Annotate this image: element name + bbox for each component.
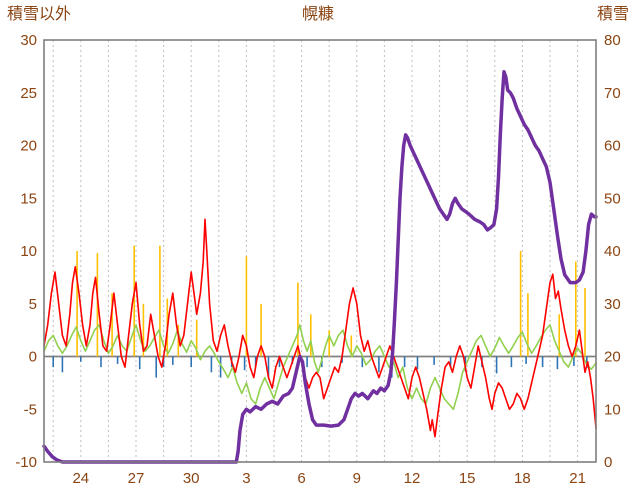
- right-tick-label: 10: [604, 401, 621, 418]
- left-tick-label: 30: [20, 32, 37, 49]
- left-tick-label: -10: [15, 454, 37, 471]
- x-tick-label: 15: [459, 470, 476, 487]
- left-axis-title: 積雪以外: [7, 6, 72, 23]
- x-axis-tick-labels: 24 27 30 3 6 9 12 15 18 21: [72, 470, 585, 487]
- left-tick-label: 10: [20, 243, 37, 260]
- gridlines: [52, 40, 579, 462]
- x-tick-label: 12: [404, 470, 421, 487]
- chart-title: 幌糠: [301, 6, 334, 23]
- x-tick-label: 6: [297, 470, 305, 487]
- left-axis-tick-labels: 30 25 20 15 10 5 0 -5 -10: [15, 32, 37, 471]
- x-tick-label: 3: [242, 470, 250, 487]
- series-snow-depth-purple: [42, 69, 598, 464]
- x-tick-label: 9: [353, 470, 361, 487]
- left-tick-label: 0: [29, 349, 37, 366]
- x-tick-label: 30: [183, 470, 200, 487]
- right-tick-label: 40: [604, 243, 621, 260]
- x-tick-label: 21: [569, 470, 586, 487]
- plot-border: [43, 39, 597, 463]
- right-axis-tick-labels: 80 70 60 50 40 30 20 10 0: [604, 32, 621, 471]
- right-tick-label: 70: [604, 85, 621, 102]
- right-tick-label: 80: [604, 32, 621, 49]
- series-green-line: [43, 324, 597, 411]
- left-tick-label: 5: [29, 296, 37, 313]
- right-axis-title: 積雪: [596, 6, 629, 23]
- right-tick-label: 60: [604, 138, 621, 155]
- right-tick-label: 50: [604, 190, 621, 207]
- right-tick-label: 20: [604, 349, 621, 366]
- right-tick-label: 0: [604, 454, 612, 471]
- left-tick-label: -5: [24, 401, 37, 418]
- x-tick-label: 18: [514, 470, 531, 487]
- x-tick-label: 24: [72, 470, 89, 487]
- right-tick-label: 30: [604, 296, 621, 313]
- x-tick-label: 27: [128, 470, 145, 487]
- series-red-line: [43, 218, 597, 438]
- left-tick-label: 25: [20, 85, 37, 102]
- left-tick-label: 20: [20, 138, 37, 155]
- left-tick-label: 15: [20, 190, 37, 207]
